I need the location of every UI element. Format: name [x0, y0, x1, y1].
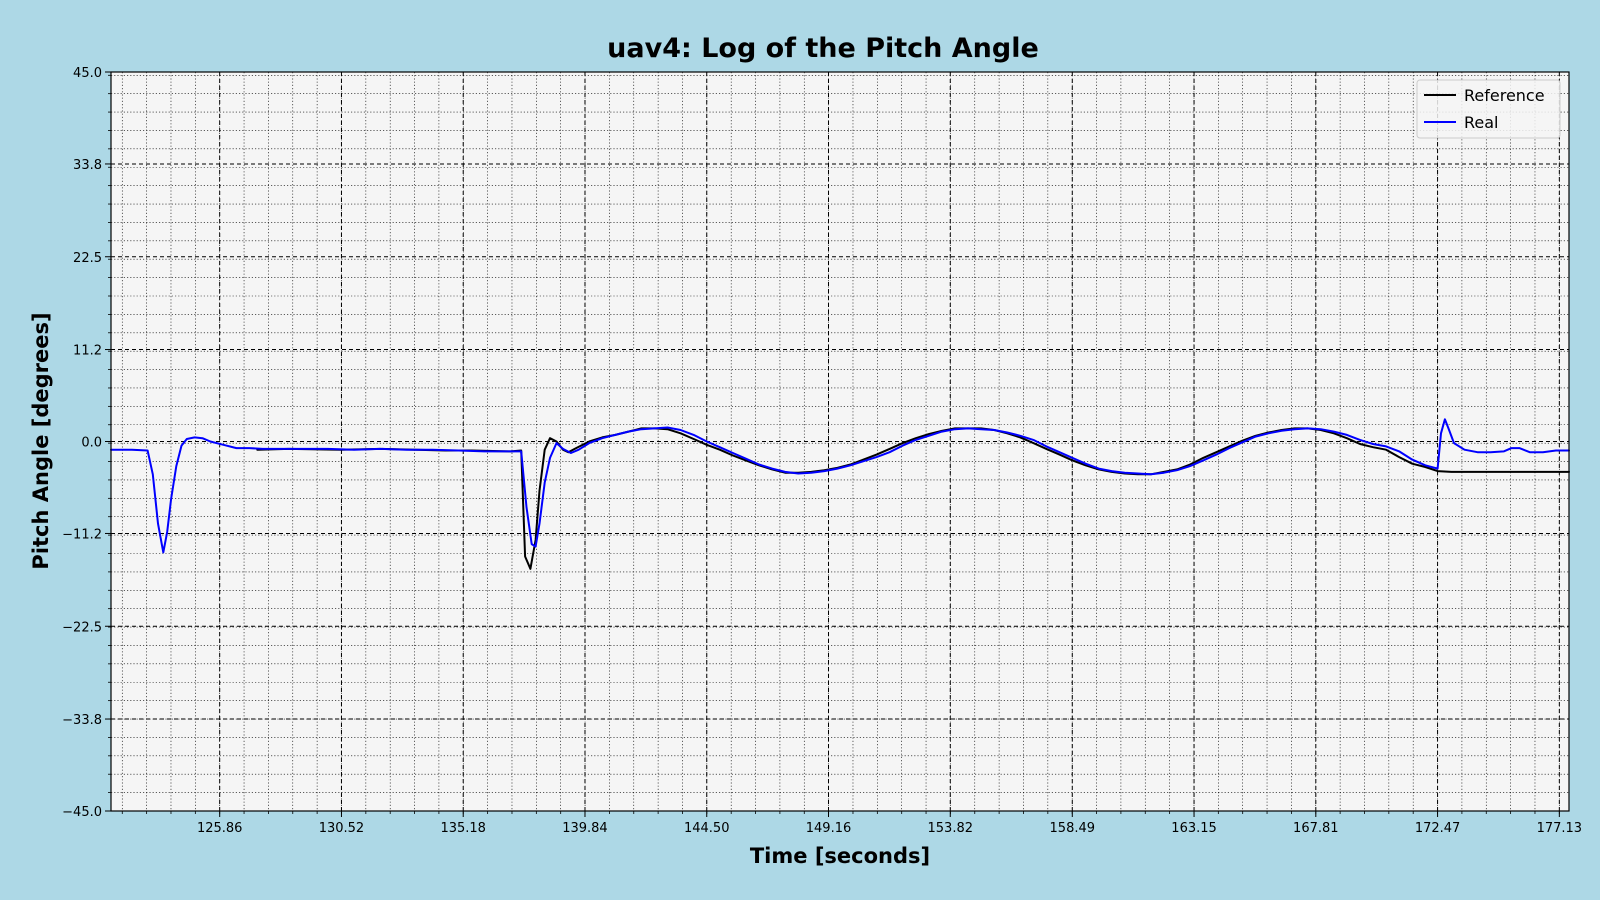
y-tick-label: −33.8 — [62, 713, 102, 728]
x-tick-label: 167.81 — [1293, 821, 1339, 836]
x-tick-label: 153.82 — [928, 821, 974, 836]
x-axis-label: Time [seconds] — [750, 844, 930, 868]
y-tick-label: −22.5 — [62, 620, 102, 635]
x-tick-labels: 125.86 130.52 135.18 139.84 144.50 149.16 153.… — [197, 821, 1582, 836]
legend: Reference Real — [1416, 79, 1561, 139]
plot-frame — [110, 71, 1570, 812]
x-tick-label: 149.16 — [806, 821, 852, 836]
y-tick-label: 22.5 — [73, 251, 102, 266]
y-tick-labels: 45.0 33.8 22.5 11.2 0.0 −11.2 −22.5 −33.8 −45.0 — [62, 66, 102, 820]
legend-label-reference: Reference — [1464, 86, 1545, 105]
y-tick-label: 45.0 — [73, 66, 102, 81]
y-tick-label: 0.0 — [81, 436, 102, 451]
x-tick-label: 125.86 — [197, 821, 243, 836]
x-tick-label: 130.52 — [319, 821, 365, 836]
x-tick-label: 172.47 — [1415, 821, 1461, 836]
series-real-line — [110, 418, 1570, 554]
y-tick-label: −11.2 — [62, 527, 102, 542]
x-tick-label: 135.18 — [440, 821, 486, 836]
y-tick-label: 11.2 — [73, 344, 102, 359]
x-tick-label: 158.49 — [1050, 821, 1096, 836]
y-axis-label: Pitch Angle [degrees] — [29, 312, 53, 569]
x-tick-label: 144.50 — [684, 821, 730, 836]
y-tick-label: −45.0 — [62, 805, 102, 820]
x-tick-label: 177.13 — [1537, 821, 1583, 836]
series-lines — [110, 418, 1570, 570]
y-tick-label: 33.8 — [73, 158, 102, 173]
legend-label-real: Real — [1464, 113, 1499, 132]
chart-title: uav4: Log of the Pitch Angle — [607, 33, 1039, 64]
x-tick-label: 163.15 — [1171, 821, 1217, 836]
x-tick-label: 139.84 — [562, 821, 608, 836]
